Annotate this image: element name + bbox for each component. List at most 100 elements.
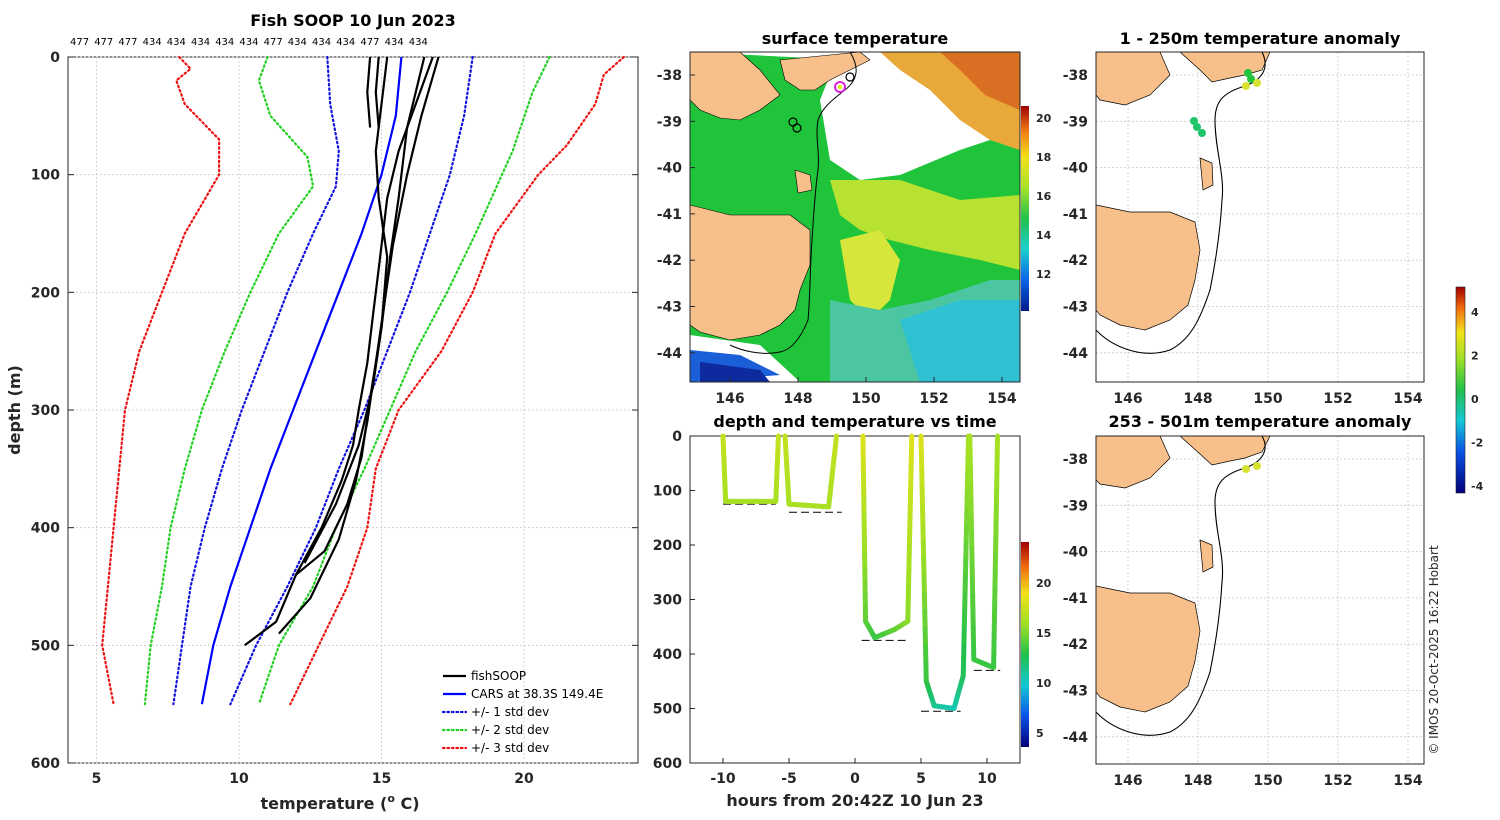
profile-series--1-std-dev-upper (229, 55, 474, 706)
anomaly-ytick: -40 (1063, 545, 1089, 561)
profile-title: Fish SOOP 10 Jun 2023 (250, 11, 456, 30)
profile-xtick: 20 (514, 771, 534, 787)
profile-top-label: 434 (239, 37, 258, 48)
profile-ylabel: depth (m) (5, 365, 24, 455)
legend-label: +/- 3 std dev (471, 741, 549, 755)
sst-colorbar-label: 18 (1036, 151, 1051, 164)
timeseries-ytick: 400 (653, 647, 682, 663)
profile-ytick: 500 (31, 638, 60, 654)
anomaly-ytick: -42 (1063, 637, 1088, 653)
profile-top-label: 477 (264, 37, 283, 48)
profile-top-labels: 477 477 477 434 434 434 434 434 477 434 434 434 477 4… (70, 37, 428, 48)
sst-ticks: -38 -39 -40 -41 -42 -43 -44 146 148 150 152 154 (657, 68, 1017, 407)
copyright-text: © IMOS 20-Oct-2025 16:22 Hobart (1427, 545, 1441, 755)
profile-xtick: 15 (372, 771, 391, 787)
profile-ytick: 200 (31, 285, 60, 301)
sst-title: surface temperature (762, 29, 949, 48)
anomaly-colorbar (1455, 286, 1466, 494)
anomaly-ytick: -44 (1063, 346, 1089, 362)
anomaly-colorbar-label: -4 (1471, 480, 1484, 493)
profile-series-fishsoop-6 (374, 56, 380, 128)
sst-ytick: -40 (657, 161, 683, 177)
sst-colorbar-ticks: 20 18 16 14 12 (1036, 112, 1052, 281)
profile-legend: fishSOOP CARS at 38.3S 149.4E +/- 1 std de… (441, 669, 603, 755)
profile-ytick: 300 (31, 403, 60, 419)
profile-ytick: 0 (50, 50, 60, 66)
anomaly-xtick: 154 (1393, 391, 1422, 407)
anomaly-xtick: 152 (1323, 773, 1352, 789)
anomaly-ytick: -39 (1063, 114, 1088, 130)
timeseries-ytick: 300 (653, 593, 682, 609)
timeseries-ytick: 0 (672, 429, 682, 445)
sst-xtick: 150 (851, 391, 880, 407)
profile-top-label: 477 (70, 37, 89, 48)
anomaly-ytick: -38 (1063, 68, 1088, 84)
anomaly-xtick: 152 (1323, 391, 1352, 407)
profile-xtick: 5 (92, 771, 102, 787)
timeseries-xlabel: hours from 20:42Z 10 Jun 23 (726, 791, 983, 810)
anomaly-bottom-title: 253 - 501m temperature anomaly (1109, 412, 1412, 431)
timeseries-colorbar-label: 20 (1036, 577, 1052, 590)
sst-xtick: 152 (919, 391, 948, 407)
anomaly-ytick: -44 (1063, 730, 1089, 746)
anomaly-top-panel: 1 - 250m temperature anomaly 146 148 150 15… (1063, 29, 1425, 407)
sst-ytick: -38 (657, 68, 682, 84)
anomaly-colorbar-label: 0 (1471, 393, 1479, 406)
profile-ytick: 600 (31, 756, 60, 772)
profile-series--3-std-dev (101, 55, 221, 706)
anomaly-bottom-ticks: 146 148 150 152 154 -38 -39 -40 -41 -42 -43 -44 (1063, 452, 1423, 789)
profile-series-fishsoop-5 (366, 56, 372, 128)
sst-xtick: 146 (715, 391, 744, 407)
profile-series--3-std-dev-upper (289, 55, 625, 706)
sst-colorbar-label: 16 (1036, 190, 1052, 203)
legend-label: +/- 2 std dev (471, 723, 549, 737)
timeseries-ytick: 100 (653, 484, 682, 500)
profile-top-label: 434 (215, 37, 234, 48)
profile-lines (101, 55, 625, 706)
profile-ytick: 100 (31, 168, 60, 184)
profile-xtick: 10 (229, 771, 249, 787)
sst-xtick: 154 (987, 391, 1016, 407)
sst-ytick: -43 (657, 300, 682, 316)
profile-top-label: 434 (167, 37, 186, 48)
profile-top-label: 477 (94, 37, 113, 48)
anomaly-xtick: 148 (1183, 391, 1212, 407)
profile-series--1-std-dev (172, 55, 340, 706)
legend-label: CARS at 38.3S 149.4E (471, 687, 603, 701)
anomaly-top-axes (1095, 51, 1425, 383)
timeseries-colorbar-label: 10 (1036, 677, 1052, 690)
legend-label: +/- 1 std dev (471, 705, 549, 719)
profile-top-label: 434 (336, 37, 355, 48)
profile-ytick: 400 (31, 521, 60, 537)
sst-ytick: -41 (657, 207, 682, 223)
anomaly-xtick: 148 (1183, 773, 1212, 789)
timeseries-xtick: 5 (916, 771, 926, 787)
timeseries-xtick: -5 (781, 771, 797, 787)
profile-series-cars-at-38-3s-149-4e (200, 56, 403, 705)
timeseries-track-segment (833, 433, 840, 444)
profile-series-fishsoop (244, 56, 434, 647)
profile-panel: Fish SOOP 10 Jun 2023 477 477 477 434 434 434… (5, 11, 639, 813)
anomaly-top-title: 1 - 250m temperature anomaly (1120, 29, 1401, 48)
timeseries-colorbar-ticks: 20 15 10 5 (1036, 577, 1052, 740)
anomaly-top-ticks: 146 148 150 152 154 -38 -39 -40 -41 -42 -43 -44 (1063, 68, 1423, 407)
profile-top-label: 434 (312, 37, 331, 48)
sst-panel: surface temperature -38-39-40-41-4 (657, 29, 1052, 407)
timeseries-xtick: 10 (977, 771, 997, 787)
profile-top-label: 434 (143, 37, 162, 48)
profile-top-label: 434 (385, 37, 404, 48)
profile-grid (68, 56, 638, 764)
anomaly-xtick: 150 (1253, 773, 1282, 789)
anomaly-ytick: -39 (1063, 498, 1088, 514)
anomaly-ytick: -38 (1063, 452, 1088, 468)
anomaly-top-map (1096, 52, 1271, 354)
profile-top-label: 477 (360, 37, 379, 48)
anomaly-ytick: -43 (1063, 300, 1088, 316)
timeseries-ytick: 600 (653, 756, 682, 772)
timeseries-title: depth and temperature vs time (713, 412, 996, 431)
timeseries-ytick: 500 (653, 702, 682, 718)
profile-series--2-std-dev-upper (257, 55, 551, 706)
sst-ytick: -42 (657, 253, 682, 269)
